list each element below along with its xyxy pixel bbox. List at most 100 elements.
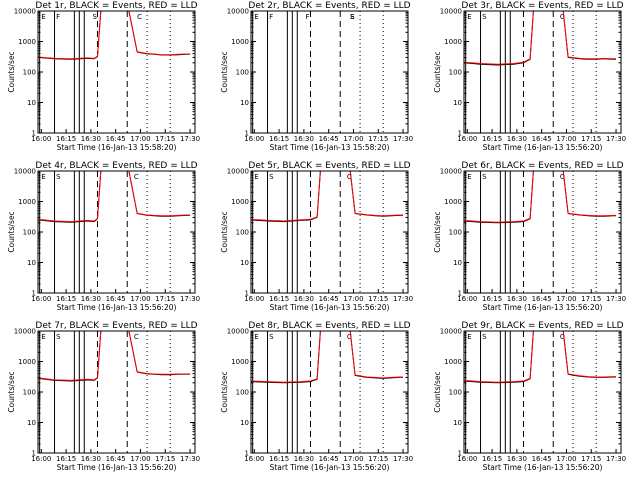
x-tick-label: 16:45: [532, 295, 552, 303]
x-tick-label: 17:00: [556, 295, 576, 303]
chart-panel-5: Det 5r, BLACK = Events, RED = LLD E S C 1 10 1…: [220, 161, 413, 312]
y-axis-label: Counts/sec: [7, 371, 16, 412]
plot-frame: [250, 170, 409, 294]
x-tick-label: 16:15: [482, 135, 502, 143]
y-tick-label: 1000: [231, 38, 249, 46]
y-tick-label: 100: [23, 229, 36, 237]
series-line: [250, 170, 403, 222]
y-tick-label: 1000: [18, 358, 36, 366]
y-tick-label: 1: [245, 450, 249, 458]
marker-annotation: C: [560, 333, 565, 341]
marker-annotation: C: [560, 13, 565, 21]
x-tick-label: 16:45: [106, 135, 126, 143]
series-line: [37, 170, 190, 223]
series-line: [37, 330, 190, 381]
y-tick-label: 10000: [440, 328, 462, 336]
y-axis-label: Counts/sec: [7, 211, 16, 252]
x-tick-label: 16:00: [244, 455, 264, 463]
y-tick-label: 100: [23, 69, 36, 77]
y-tick-label: 10: [453, 259, 462, 267]
x-tick-label: 16:15: [482, 295, 502, 303]
x-axis-label: Start Time (16-Jan-13 15:56:20): [270, 463, 390, 472]
y-axis-label: Counts/sec: [433, 51, 442, 92]
x-tick-label: 17:15: [581, 455, 601, 463]
marker-annotation: C: [137, 13, 142, 21]
x-tick-label: 16:15: [482, 455, 502, 463]
x-tick-label: 17:00: [130, 135, 150, 143]
series-line: [37, 10, 190, 60]
x-tick-label: 17:30: [606, 455, 626, 463]
x-tick-label: 17:30: [180, 135, 200, 143]
x-tick-label: 17:00: [130, 455, 150, 463]
y-tick-label: 10000: [14, 168, 36, 176]
y-axis-label: Counts/sec: [433, 211, 442, 252]
chart-panel-3: Det 3r, BLACK = Events, RED = LLD E S C 1 10 1…: [433, 1, 626, 152]
plot-frame: [37, 330, 196, 454]
marker-annotation: E: [254, 333, 258, 341]
x-tick-label: 17:15: [155, 455, 175, 463]
x-tick-label: 16:30: [507, 455, 527, 463]
y-tick-label: 100: [23, 389, 36, 397]
x-tick-label: 17:30: [393, 455, 413, 463]
x-tick-label: 16:00: [31, 295, 51, 303]
y-tick-label: 10: [453, 99, 462, 107]
marker-annotation: S: [482, 173, 487, 181]
y-tick-label: 10: [27, 99, 36, 107]
x-tick-label: 16:15: [269, 295, 289, 303]
marker-annotation: E: [350, 13, 354, 21]
y-tick-label: 10: [240, 259, 249, 267]
plot-frame: [463, 10, 622, 134]
marker-annotation: E: [254, 173, 258, 181]
y-tick-label: 1: [245, 290, 249, 298]
y-axis-label: Counts/sec: [220, 51, 229, 92]
x-tick-label: 16:45: [532, 455, 552, 463]
x-tick-label: 17:15: [581, 135, 601, 143]
x-axis-label: Start Time (16-Jan-13 15:56:20): [483, 463, 603, 472]
x-tick-label: 16:30: [294, 295, 314, 303]
y-tick-label: 10000: [440, 168, 462, 176]
chart-panel-8: Det 8r, BLACK = Events, RED = LLD E S C 1 10 1…: [220, 321, 413, 472]
marker-annotation: S: [93, 13, 98, 21]
series-line: [250, 330, 403, 383]
y-tick-label: 10: [453, 419, 462, 427]
plot-frame: [37, 10, 196, 134]
x-axis-label: Start Time (16-Jan-13 15:56:20): [483, 143, 603, 152]
plot-frame: [250, 10, 409, 134]
x-tick-label: 17:00: [343, 455, 363, 463]
y-tick-label: 1: [32, 450, 36, 458]
series-line: [463, 10, 616, 66]
x-tick-label: 17:15: [368, 135, 388, 143]
marker-annotation: E: [41, 13, 45, 21]
x-tick-label: 16:00: [244, 295, 264, 303]
marker-annotation: E: [41, 333, 45, 341]
x-tick-label: 16:30: [507, 135, 527, 143]
x-axis-label: Start Time (16-Jan-13 15:58:20): [57, 143, 177, 152]
x-axis-label: Start Time (16-Jan-13 15:56:20): [57, 303, 177, 312]
x-tick-label: 16:00: [457, 135, 477, 143]
y-tick-label: 100: [449, 229, 462, 237]
y-tick-label: 1: [245, 130, 249, 138]
marker-annotation: C: [347, 173, 352, 181]
y-tick-label: 100: [236, 69, 249, 77]
x-tick-label: 16:45: [319, 295, 339, 303]
x-tick-label: 17:00: [556, 135, 576, 143]
x-tick-label: 17:15: [368, 295, 388, 303]
marker-annotation: E: [41, 173, 45, 181]
x-tick-label: 17:15: [155, 135, 175, 143]
y-tick-label: 1000: [444, 198, 462, 206]
y-tick-label: 10000: [440, 8, 462, 16]
marker-annotation: S: [56, 333, 61, 341]
y-tick-label: 1: [458, 130, 462, 138]
marker-annotation: E: [467, 173, 471, 181]
x-tick-label: 17:00: [130, 295, 150, 303]
x-tick-label: 16:30: [294, 135, 314, 143]
series-line: [463, 330, 616, 384]
chart-title: Det 3r, BLACK = Events, RED = LLD: [461, 1, 623, 11]
plot-frame: [463, 170, 622, 294]
series-line: [250, 170, 403, 223]
x-axis-label: Start Time (16-Jan-13 15:56:20): [270, 303, 390, 312]
marker-annotation: F: [306, 13, 310, 21]
x-tick-label: 16:15: [56, 135, 76, 143]
x-tick-label: 17:30: [393, 295, 413, 303]
